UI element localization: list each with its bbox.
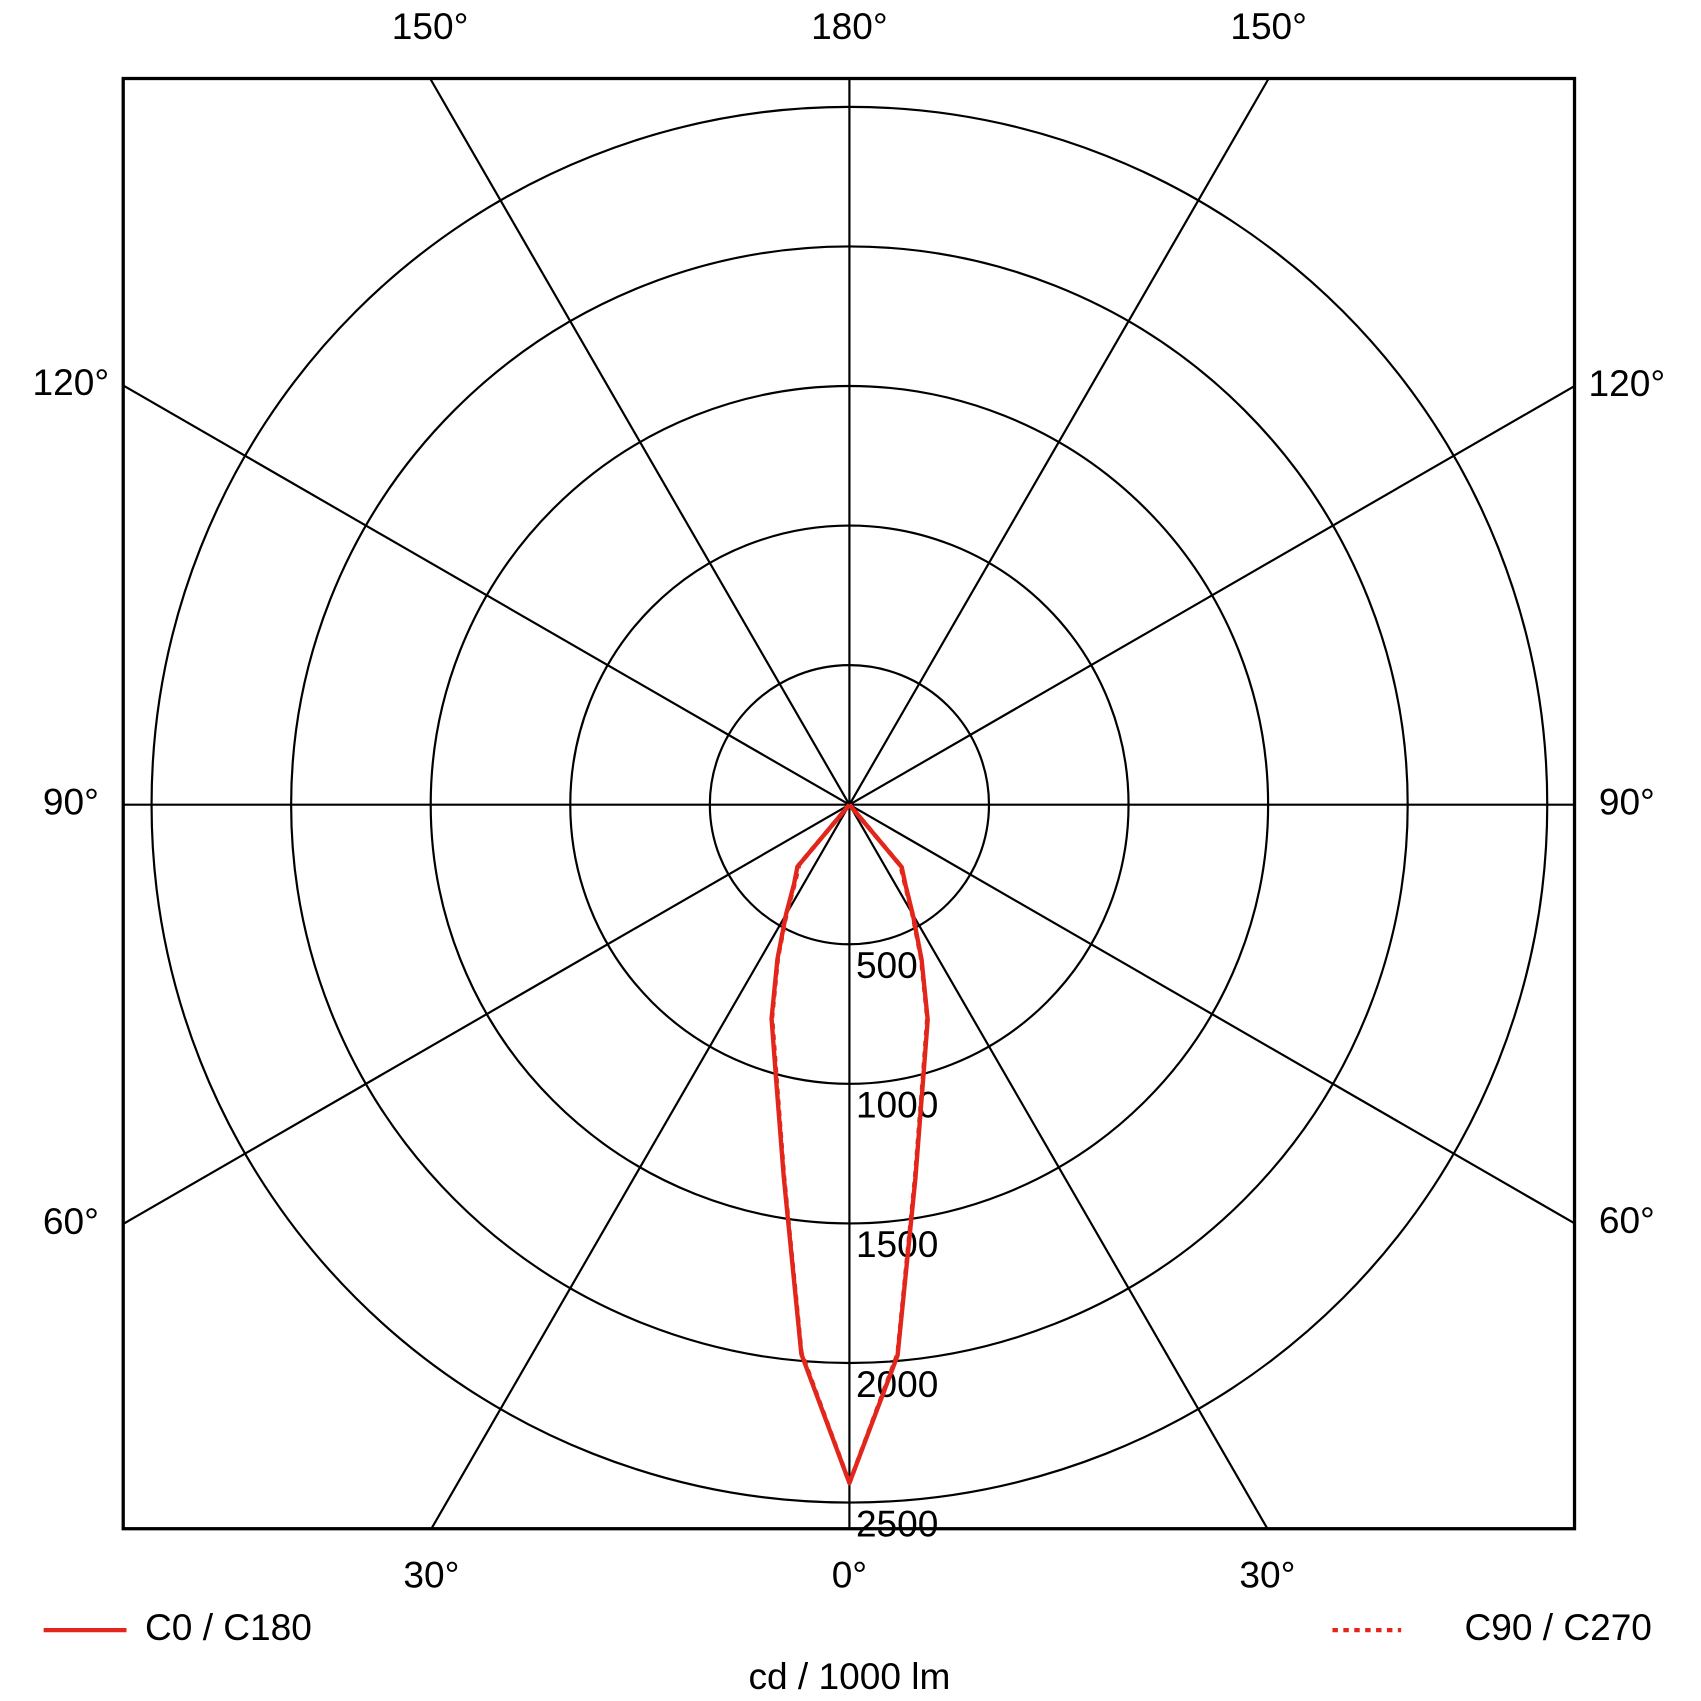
angle-tick-label: 150°	[1230, 5, 1307, 47]
grid-ring	[150, 105, 1549, 1504]
grid-ring	[290, 245, 1409, 1365]
angle-tick-label: 120°	[33, 361, 110, 403]
angle-tick-label: 60°	[1599, 1199, 1655, 1241]
radial-tick-label: 2500	[856, 1502, 938, 1544]
angle-tick-label: 180°	[811, 5, 888, 47]
angle-tick-label: 90°	[43, 781, 99, 823]
radial-tick-label: 500	[856, 944, 918, 986]
legend-label: C90 / C270	[1464, 1606, 1651, 1648]
legend-label: C0 / C180	[145, 1606, 312, 1648]
radial-tick-label: 1000	[856, 1084, 938, 1126]
angle-tick-label: 30°	[403, 1554, 459, 1596]
radial-tick-label: 1500	[856, 1223, 938, 1265]
angle-tick-label: 60°	[43, 1200, 99, 1242]
grid-ring	[429, 384, 1270, 1225]
angle-tick-label: 150°	[392, 5, 469, 47]
angle-tick-label: 90°	[1599, 781, 1655, 823]
grid-ring	[708, 664, 991, 946]
series-line	[769, 803, 930, 1486]
angle-tick-label: 30°	[1239, 1554, 1295, 1596]
grid-ring	[569, 524, 1130, 1085]
unit-label: cd / 1000 lm	[748, 1655, 950, 1697]
angle-tick-label: 0°	[832, 1554, 867, 1596]
angle-tick-label: 120°	[1589, 362, 1666, 404]
radial-tick-label: 2000	[856, 1363, 938, 1405]
